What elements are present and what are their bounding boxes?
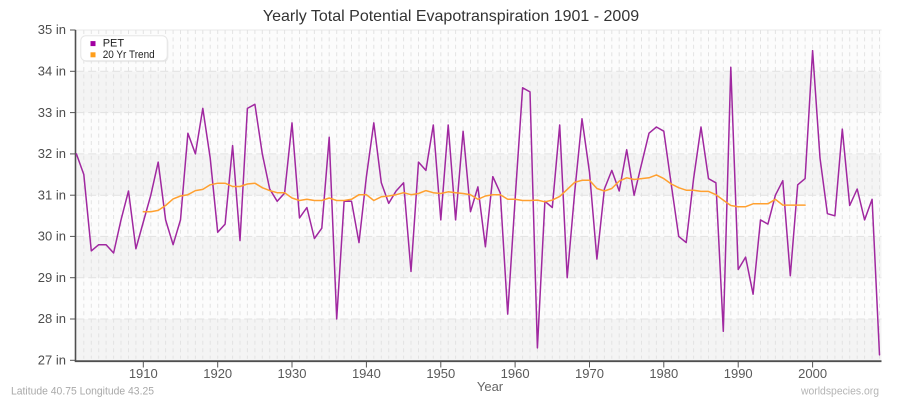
svg-text:28 in: 28 in — [38, 311, 66, 326]
svg-text:1910: 1910 — [129, 366, 158, 381]
svg-text:Year: Year — [477, 379, 504, 394]
svg-text:27 in: 27 in — [38, 353, 66, 368]
svg-text:33 in: 33 in — [38, 105, 66, 120]
svg-text:1990: 1990 — [724, 366, 753, 381]
svg-text:32 in: 32 in — [38, 146, 66, 161]
svg-text:34 in: 34 in — [38, 64, 66, 79]
svg-text:1960: 1960 — [501, 366, 530, 381]
svg-text:20 Yr Trend: 20 Yr Trend — [103, 49, 155, 61]
svg-text:1970: 1970 — [575, 366, 604, 381]
svg-text:Latitude 40.75 Longitude 43.25: Latitude 40.75 Longitude 43.25 — [11, 386, 154, 398]
svg-text:1930: 1930 — [278, 366, 307, 381]
svg-text:PET: PET — [103, 38, 125, 50]
svg-text:1980: 1980 — [649, 366, 678, 381]
svg-text:35 in: 35 in — [38, 22, 66, 37]
svg-text:Yearly Total Potential Evapotr: Yearly Total Potential Evapotranspiratio… — [263, 8, 639, 25]
svg-text:1950: 1950 — [426, 366, 455, 381]
svg-text:1920: 1920 — [203, 366, 232, 381]
svg-text:worldspecies.org: worldspecies.org — [800, 386, 879, 398]
svg-text:31 in: 31 in — [38, 187, 66, 202]
svg-text:2000: 2000 — [798, 366, 827, 381]
svg-text:1940: 1940 — [352, 366, 381, 381]
svg-text:29 in: 29 in — [38, 270, 66, 285]
svg-text:30 in: 30 in — [38, 229, 66, 244]
